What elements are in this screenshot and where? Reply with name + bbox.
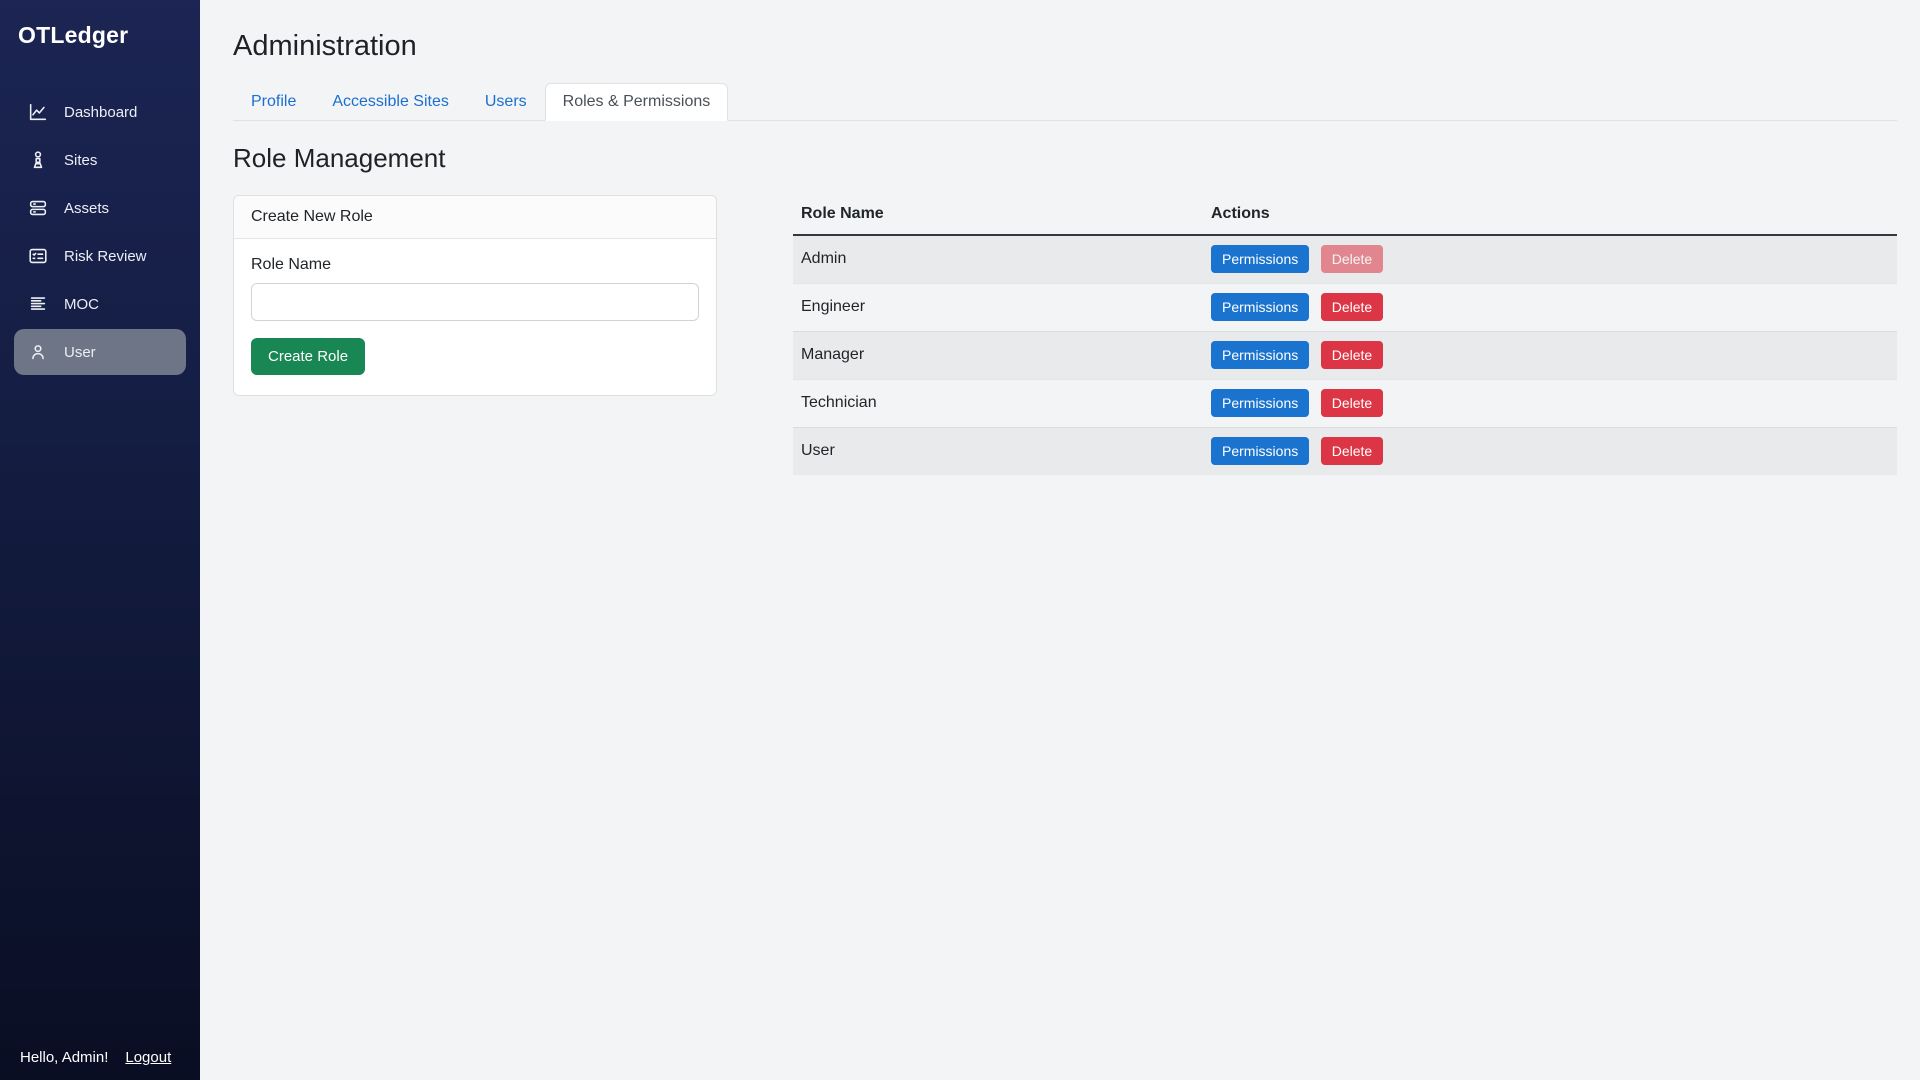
delete-button[interactable]: Delete (1320, 293, 1384, 321)
tab-profile[interactable]: Profile (251, 93, 297, 110)
list-icon (27, 293, 49, 315)
sidebar-item-risk-review[interactable]: Risk Review (14, 233, 186, 279)
table-row: Technician Permissions Delete (793, 379, 1897, 427)
server-icon (27, 197, 49, 219)
section-title: Role Management (233, 143, 446, 173)
delete-button[interactable]: Delete (1320, 341, 1384, 369)
role-name-cell: Engineer (801, 298, 866, 315)
tab-roles-permissions[interactable]: Roles & Permissions (544, 83, 729, 121)
roles-table: Role Name Actions Admin Permissions Dele… (793, 195, 1897, 475)
actions-cell: Permissions Delete (1203, 379, 1897, 427)
roles-table-section: Role Name Actions Admin Permissions Dele… (793, 195, 1897, 475)
main-content: Administration Profile Accessible Sites … (200, 0, 1920, 1080)
logout-link[interactable]: Logout (125, 1049, 172, 1066)
checklist-icon (27, 245, 49, 267)
column-header-actions: Actions (1203, 195, 1897, 236)
sidebar-footer: Hello, Admin! Logout (20, 1049, 171, 1066)
column-header-role-name: Role Name (793, 195, 1203, 236)
table-row: Manager Permissions Delete (793, 331, 1897, 379)
delete-button[interactable]: Delete (1320, 389, 1384, 417)
actions-cell: Permissions Delete (1203, 331, 1897, 379)
actions-cell: Permissions Delete (1203, 283, 1897, 331)
role-name-cell: Manager (801, 346, 865, 363)
sidebar-item-dashboard[interactable]: Dashboard (14, 89, 186, 135)
sidebar: OTLedger Dashboard Sites Assets Risk Rev… (0, 0, 200, 1080)
role-name-label: Role Name (251, 256, 332, 273)
role-name-cell: Admin (801, 250, 847, 268)
sidebar-item-moc[interactable]: MOC (14, 281, 186, 327)
chart-line-icon (27, 101, 49, 123)
permissions-button[interactable]: Permissions (1211, 245, 1310, 274)
sidebar-item-label: Dashboard (64, 103, 138, 121)
role-name-cell: Technician (801, 394, 877, 411)
sidebar-item-sites[interactable]: Sites (14, 137, 186, 183)
greeting-text: Hello, Admin! (20, 1049, 109, 1066)
sidebar-item-label: Assets (64, 199, 110, 217)
delete-button[interactable]: Delete (1320, 245, 1384, 274)
permissions-button[interactable]: Permissions (1211, 293, 1310, 321)
sidebar-nav: Dashboard Sites Assets Risk Review MOC (0, 89, 200, 375)
tab-bar: Profile Accessible Sites Users Roles & P… (233, 83, 1897, 121)
content-row: Create New Role Role Name Create Role Ro… (233, 195, 1897, 475)
table-row: User Permissions Delete (793, 427, 1897, 475)
permissions-button[interactable]: Permissions (1211, 341, 1310, 369)
sidebar-item-label: User (64, 343, 96, 361)
sidebar-item-assets[interactable]: Assets (14, 185, 186, 231)
create-role-button[interactable]: Create Role (251, 338, 366, 375)
user-icon (27, 341, 49, 363)
table-row: Engineer Permissions Delete (793, 283, 1897, 331)
card-body: Role Name Create Role (234, 239, 716, 395)
actions-cell: Permissions Delete (1203, 235, 1897, 283)
table-row: Admin Permissions Delete (793, 235, 1897, 283)
sidebar-item-user[interactable]: User (14, 329, 186, 375)
tab-accessible-sites[interactable]: Accessible Sites (332, 93, 449, 110)
create-role-card: Create New Role Role Name Create Role (233, 195, 717, 396)
table-header-row: Role Name Actions (793, 195, 1897, 236)
page-title: Administration (233, 30, 417, 62)
street-view-icon (27, 149, 49, 171)
role-name-cell: User (801, 442, 835, 460)
role-name-input[interactable] (251, 283, 699, 321)
sidebar-item-label: MOC (64, 295, 99, 313)
permissions-button[interactable]: Permissions (1211, 389, 1310, 417)
tab-users[interactable]: Users (484, 93, 527, 110)
sidebar-item-label: Risk Review (64, 247, 147, 265)
card-header: Create New Role (234, 196, 716, 239)
actions-cell: Permissions Delete (1203, 427, 1897, 475)
sidebar-item-label: Sites (64, 151, 98, 169)
delete-button[interactable]: Delete (1320, 437, 1384, 466)
permissions-button[interactable]: Permissions (1211, 437, 1310, 466)
app-logo: OTLedger (18, 22, 129, 48)
